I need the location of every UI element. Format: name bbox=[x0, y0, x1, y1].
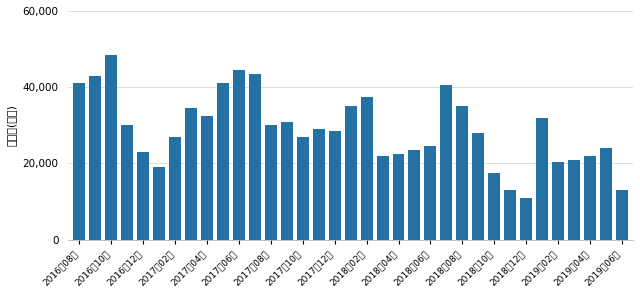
Bar bbox=[249, 74, 261, 240]
Bar bbox=[616, 190, 628, 240]
Bar bbox=[360, 97, 372, 240]
Bar bbox=[217, 83, 229, 240]
Bar bbox=[392, 154, 404, 240]
Bar bbox=[472, 133, 484, 240]
Bar bbox=[121, 125, 133, 240]
Bar bbox=[169, 137, 181, 240]
Bar bbox=[600, 148, 612, 240]
Bar bbox=[106, 55, 117, 240]
Bar bbox=[233, 70, 245, 240]
Bar bbox=[584, 156, 596, 240]
Bar bbox=[408, 150, 420, 240]
Bar bbox=[504, 190, 516, 240]
Bar bbox=[153, 167, 165, 240]
Bar bbox=[376, 156, 388, 240]
Bar bbox=[201, 116, 213, 240]
Bar bbox=[552, 162, 564, 240]
Bar bbox=[488, 173, 500, 240]
Bar bbox=[329, 131, 340, 240]
Bar bbox=[297, 137, 308, 240]
Bar bbox=[74, 83, 85, 240]
Bar bbox=[536, 118, 548, 240]
Bar bbox=[281, 121, 292, 240]
Bar bbox=[90, 76, 101, 240]
Bar bbox=[345, 106, 356, 240]
Bar bbox=[313, 129, 324, 240]
Bar bbox=[520, 198, 532, 240]
Y-axis label: 거래량(건수): 거래량(건수) bbox=[7, 104, 17, 146]
Bar bbox=[456, 106, 468, 240]
Bar bbox=[568, 160, 580, 240]
Bar bbox=[265, 125, 277, 240]
Bar bbox=[185, 108, 197, 240]
Bar bbox=[424, 146, 436, 240]
Bar bbox=[440, 85, 452, 240]
Bar bbox=[137, 152, 149, 240]
